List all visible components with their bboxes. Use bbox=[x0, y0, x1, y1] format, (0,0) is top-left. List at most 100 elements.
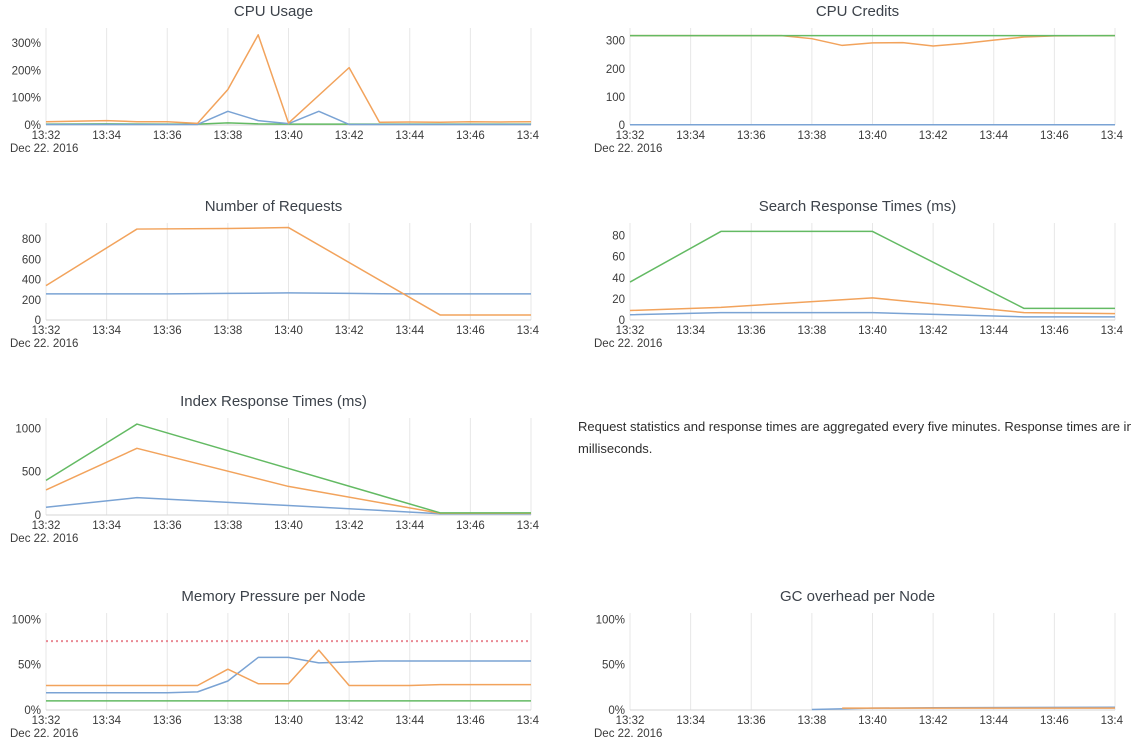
svg-text:13:32: 13:32 bbox=[616, 715, 645, 727]
svg-text:13:42: 13:42 bbox=[335, 715, 364, 727]
svg-text:13:32: 13:32 bbox=[32, 325, 61, 337]
svg-text:60: 60 bbox=[612, 252, 625, 264]
svg-text:13:34: 13:34 bbox=[92, 715, 121, 727]
svg-text:13:32: 13:32 bbox=[616, 130, 645, 142]
svg-text:13:34: 13:34 bbox=[92, 325, 121, 337]
svg-text:20: 20 bbox=[612, 294, 625, 306]
svg-text:0%: 0% bbox=[24, 705, 41, 717]
chart-title: Number of Requests bbox=[204, 198, 343, 215]
svg-text:Dec 22. 2016: Dec 22. 2016 bbox=[594, 728, 662, 740]
svg-text:13:40: 13:40 bbox=[858, 715, 887, 727]
svg-text:100%: 100% bbox=[12, 93, 41, 105]
svg-text:Dec 22. 2016: Dec 22. 2016 bbox=[594, 143, 662, 155]
line-chart-canvas: 0% 50% 100% 13:32 13:34 13:36 13:38 13:40 13:42 1… bbox=[10, 613, 539, 740]
svg-text:13:40: 13:40 bbox=[274, 130, 303, 142]
line-chart-canvas: 0 500 1000 13:32 13:34 13:36 13:38 13:40 13:42 13… bbox=[10, 418, 539, 545]
svg-text:Dec 22. 2016: Dec 22. 2016 bbox=[594, 338, 662, 350]
svg-text:13:44: 13:44 bbox=[395, 715, 424, 727]
svg-text:13:46: 13:46 bbox=[1040, 325, 1069, 337]
chart-number-of-requests: Number of Requests 0 200 400 600 800 13:32 13:… bbox=[8, 197, 539, 352]
chart-title: Search Response Times (ms) bbox=[758, 198, 957, 215]
svg-text:13:38: 13:38 bbox=[213, 325, 242, 337]
svg-text:13:48: 13:48 bbox=[1101, 715, 1123, 727]
svg-text:200: 200 bbox=[606, 64, 625, 76]
aggregation-note: Request statistics and response times ar… bbox=[578, 419, 1131, 456]
svg-text:13:36: 13:36 bbox=[153, 520, 182, 532]
svg-text:13:48: 13:48 bbox=[517, 715, 539, 727]
svg-text:300: 300 bbox=[606, 36, 625, 48]
svg-text:13:46: 13:46 bbox=[1040, 715, 1069, 727]
svg-text:0: 0 bbox=[619, 315, 625, 327]
svg-text:13:40: 13:40 bbox=[858, 130, 887, 142]
svg-text:13:38: 13:38 bbox=[797, 130, 826, 142]
svg-text:13:46: 13:46 bbox=[456, 325, 485, 337]
svg-text:13:44: 13:44 bbox=[979, 130, 1008, 142]
line-chart-canvas: 0 200 400 600 800 13:32 13:34 13:36 13:38 13:40 13… bbox=[10, 223, 539, 350]
chart-title: CPU Credits bbox=[815, 3, 900, 20]
svg-text:13:34: 13:34 bbox=[92, 520, 121, 532]
chart-index-response-times: Index Response Times (ms) 0 500 1000 13:32 1… bbox=[8, 392, 539, 547]
svg-text:Dec 22. 2016: Dec 22. 2016 bbox=[10, 533, 78, 545]
svg-text:13:48: 13:48 bbox=[517, 130, 539, 142]
line-chart-canvas: 0% 100% 200% 300% 13:32 13:34 13:36 13:38 13:40 1… bbox=[10, 28, 539, 155]
svg-text:13:46: 13:46 bbox=[1040, 130, 1069, 142]
svg-text:13:36: 13:36 bbox=[737, 325, 766, 337]
chart-cpu-credits: CPU Credits 0 100 200 300 13:32 13:34 13:36 13:… bbox=[592, 2, 1123, 157]
svg-text:0: 0 bbox=[35, 315, 41, 327]
svg-text:400: 400 bbox=[22, 275, 41, 287]
svg-text:13:32: 13:32 bbox=[616, 325, 645, 337]
svg-text:0: 0 bbox=[619, 120, 625, 132]
chart-title: GC overhead per Node bbox=[779, 588, 936, 605]
svg-text:Dec 22. 2016: Dec 22. 2016 bbox=[10, 728, 78, 740]
svg-text:13:46: 13:46 bbox=[456, 715, 485, 727]
svg-text:13:40: 13:40 bbox=[274, 715, 303, 727]
svg-text:1000: 1000 bbox=[15, 423, 41, 435]
chart-title: Memory Pressure per Node bbox=[181, 588, 366, 605]
svg-text:13:46: 13:46 bbox=[456, 130, 485, 142]
line-chart-canvas: 0% 50% 100% 13:32 13:34 13:36 13:38 13:40 13:42 1… bbox=[594, 613, 1123, 740]
svg-text:50%: 50% bbox=[602, 660, 625, 672]
svg-text:200: 200 bbox=[22, 295, 41, 307]
svg-text:500: 500 bbox=[22, 467, 41, 479]
svg-text:13:46: 13:46 bbox=[456, 520, 485, 532]
svg-text:40: 40 bbox=[612, 273, 625, 285]
svg-text:13:34: 13:34 bbox=[676, 325, 705, 337]
svg-text:13:40: 13:40 bbox=[274, 325, 303, 337]
svg-text:13:44: 13:44 bbox=[395, 130, 424, 142]
svg-text:13:42: 13:42 bbox=[919, 130, 948, 142]
svg-text:Dec 22. 2016: Dec 22. 2016 bbox=[10, 143, 78, 155]
svg-text:13:48: 13:48 bbox=[517, 325, 539, 337]
svg-text:13:42: 13:42 bbox=[335, 130, 364, 142]
svg-text:100: 100 bbox=[606, 92, 625, 104]
svg-text:13:44: 13:44 bbox=[979, 325, 1008, 337]
svg-text:13:34: 13:34 bbox=[676, 130, 705, 142]
svg-text:13:32: 13:32 bbox=[32, 130, 61, 142]
svg-text:13:36: 13:36 bbox=[153, 325, 182, 337]
chart-cpu-usage: CPU Usage 0% 100% 200% 300% 13:32 13:34 13:36 1… bbox=[8, 2, 539, 157]
line-chart-canvas: 0 100 200 300 13:32 13:34 13:36 13:38 13:40 13:42… bbox=[594, 28, 1123, 155]
svg-text:600: 600 bbox=[22, 254, 41, 266]
svg-text:50%: 50% bbox=[18, 660, 41, 672]
svg-text:800: 800 bbox=[22, 234, 41, 246]
svg-text:13:42: 13:42 bbox=[919, 325, 948, 337]
svg-text:Dec 22. 2016: Dec 22. 2016 bbox=[10, 338, 78, 350]
svg-text:13:48: 13:48 bbox=[517, 520, 539, 532]
svg-text:13:38: 13:38 bbox=[797, 715, 826, 727]
svg-text:100%: 100% bbox=[12, 614, 41, 626]
svg-text:0%: 0% bbox=[608, 705, 625, 717]
svg-text:13:32: 13:32 bbox=[32, 715, 61, 727]
svg-text:13:42: 13:42 bbox=[335, 325, 364, 337]
svg-text:13:36: 13:36 bbox=[737, 130, 766, 142]
chart-title: CPU Usage bbox=[233, 3, 314, 20]
svg-text:13:40: 13:40 bbox=[274, 520, 303, 532]
svg-text:13:38: 13:38 bbox=[213, 715, 242, 727]
svg-text:13:34: 13:34 bbox=[676, 715, 705, 727]
svg-text:13:48: 13:48 bbox=[1101, 130, 1123, 142]
svg-text:13:42: 13:42 bbox=[919, 715, 948, 727]
svg-text:0: 0 bbox=[35, 510, 41, 522]
svg-text:13:44: 13:44 bbox=[979, 715, 1008, 727]
svg-text:13:38: 13:38 bbox=[213, 520, 242, 532]
svg-text:13:40: 13:40 bbox=[858, 325, 887, 337]
svg-text:80: 80 bbox=[612, 231, 625, 243]
